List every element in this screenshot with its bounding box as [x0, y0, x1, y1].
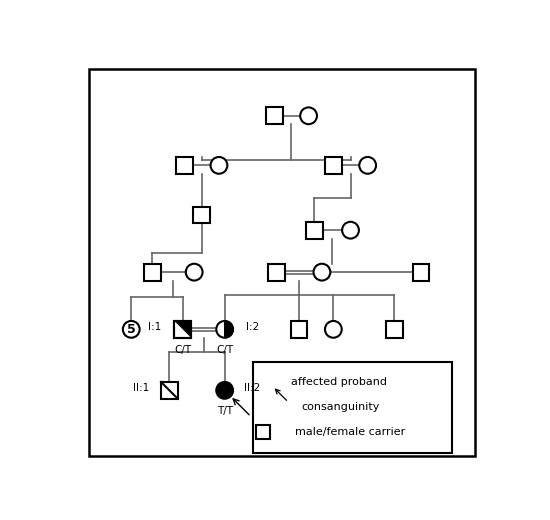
Bar	[325, 157, 342, 174]
Bar	[386, 321, 403, 337]
Bar	[412, 264, 430, 280]
Bar	[256, 425, 270, 439]
Text: affected proband: affected proband	[292, 376, 387, 386]
Bar	[144, 264, 161, 280]
Circle shape	[186, 264, 202, 280]
Bar	[256, 399, 270, 414]
Polygon shape	[283, 425, 290, 439]
Bar	[266, 108, 283, 124]
Text: I:1: I:1	[148, 322, 161, 332]
Bar	[253, 362, 452, 453]
Text: male/female carrier: male/female carrier	[295, 427, 405, 437]
Circle shape	[325, 321, 342, 337]
Bar	[306, 222, 323, 239]
Text: C/T: C/T	[216, 345, 233, 355]
Bar	[268, 264, 284, 280]
Bar	[256, 425, 270, 439]
Text: C/T: C/T	[174, 345, 191, 355]
Circle shape	[261, 374, 275, 389]
Bar	[174, 321, 191, 337]
Bar	[176, 157, 193, 174]
Text: I:2: I:2	[246, 322, 260, 332]
Bar	[290, 321, 307, 337]
Bar	[194, 206, 210, 223]
Circle shape	[282, 399, 297, 414]
Polygon shape	[225, 321, 233, 337]
Circle shape	[300, 108, 317, 124]
Text: consanguinity: consanguinity	[302, 402, 380, 412]
Circle shape	[342, 222, 359, 239]
Polygon shape	[216, 321, 225, 337]
Text: II:1: II:1	[133, 383, 150, 394]
Circle shape	[216, 382, 233, 399]
Text: II:2: II:2	[244, 383, 260, 394]
Text: 5: 5	[127, 323, 136, 336]
Circle shape	[211, 157, 227, 174]
Circle shape	[314, 264, 331, 280]
Polygon shape	[256, 425, 270, 439]
Bar	[161, 382, 178, 399]
Circle shape	[359, 157, 376, 174]
Circle shape	[123, 321, 140, 337]
Text: T/T: T/T	[217, 406, 233, 415]
Polygon shape	[174, 321, 191, 337]
Polygon shape	[276, 425, 283, 439]
Bar	[174, 321, 191, 337]
